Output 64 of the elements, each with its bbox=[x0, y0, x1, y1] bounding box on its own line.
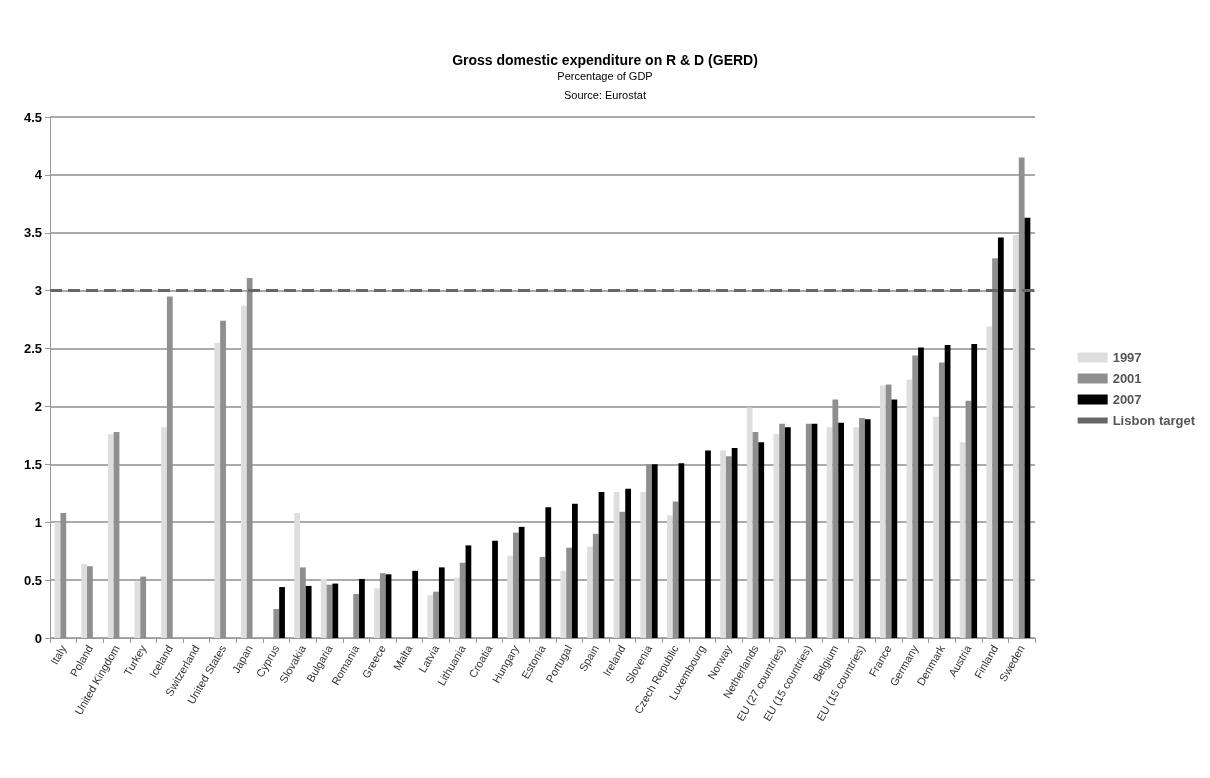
y-tick-label: 0.5 bbox=[23, 572, 42, 588]
chart-subtitle: Percentage of GDP bbox=[557, 69, 653, 82]
bar bbox=[784, 427, 791, 638]
bar bbox=[107, 434, 114, 638]
bar bbox=[427, 595, 434, 638]
bar bbox=[332, 583, 339, 638]
bar bbox=[640, 492, 647, 638]
bar bbox=[773, 434, 780, 638]
bar bbox=[545, 507, 552, 638]
legend-label: Lisbon target bbox=[1112, 413, 1196, 428]
y-tick-label: 3 bbox=[34, 283, 42, 299]
bar bbox=[705, 450, 711, 638]
bar bbox=[666, 515, 673, 638]
bar bbox=[320, 578, 327, 638]
bar bbox=[864, 419, 871, 638]
legend-label: 2001 bbox=[1112, 371, 1142, 386]
bar bbox=[879, 385, 886, 638]
bar bbox=[161, 427, 167, 638]
bar bbox=[305, 585, 312, 638]
legend-label: 2007 bbox=[1112, 392, 1142, 407]
source-note: Source: Eurostat bbox=[564, 88, 646, 101]
bar bbox=[374, 588, 380, 638]
bar bbox=[412, 570, 419, 638]
bar bbox=[731, 448, 738, 638]
bar bbox=[758, 442, 765, 638]
bar bbox=[453, 577, 460, 638]
bar bbox=[492, 540, 498, 638]
bar bbox=[560, 570, 567, 638]
bar bbox=[746, 407, 753, 638]
bar bbox=[438, 567, 445, 638]
legend-label: 1997 bbox=[1112, 350, 1142, 365]
y-tick-label: 1 bbox=[34, 514, 42, 530]
y-tick-label: 0 bbox=[34, 630, 42, 646]
bar bbox=[518, 526, 525, 638]
bar bbox=[720, 450, 726, 638]
y-tick-label: 1.5 bbox=[23, 456, 42, 472]
bar bbox=[891, 399, 898, 638]
bar bbox=[359, 578, 365, 638]
bar bbox=[241, 305, 247, 638]
bar bbox=[838, 422, 844, 638]
bar bbox=[986, 326, 993, 638]
bar bbox=[997, 237, 1004, 638]
bar bbox=[1013, 235, 1019, 638]
bar bbox=[81, 563, 88, 638]
bar bbox=[959, 442, 966, 638]
chart-title: Gross domestic expenditure on R & D (GERD) bbox=[452, 52, 758, 68]
bar bbox=[971, 343, 978, 638]
y-tick-label: 4 bbox=[34, 167, 43, 183]
bar bbox=[651, 464, 658, 638]
bar bbox=[587, 546, 593, 638]
y-tick-label: 3.5 bbox=[23, 225, 42, 241]
bar bbox=[294, 512, 301, 638]
y-tick-label: 2.5 bbox=[23, 341, 42, 357]
bar bbox=[572, 503, 578, 638]
bar bbox=[214, 342, 221, 638]
y-tick-label: 4.5 bbox=[23, 109, 42, 125]
bar bbox=[279, 587, 285, 638]
bar bbox=[625, 488, 632, 638]
bar bbox=[933, 416, 939, 638]
bar bbox=[853, 427, 860, 638]
bar bbox=[678, 463, 685, 638]
bar bbox=[507, 555, 513, 638]
bar bbox=[918, 347, 924, 638]
y-tick-label: 2 bbox=[34, 398, 42, 414]
